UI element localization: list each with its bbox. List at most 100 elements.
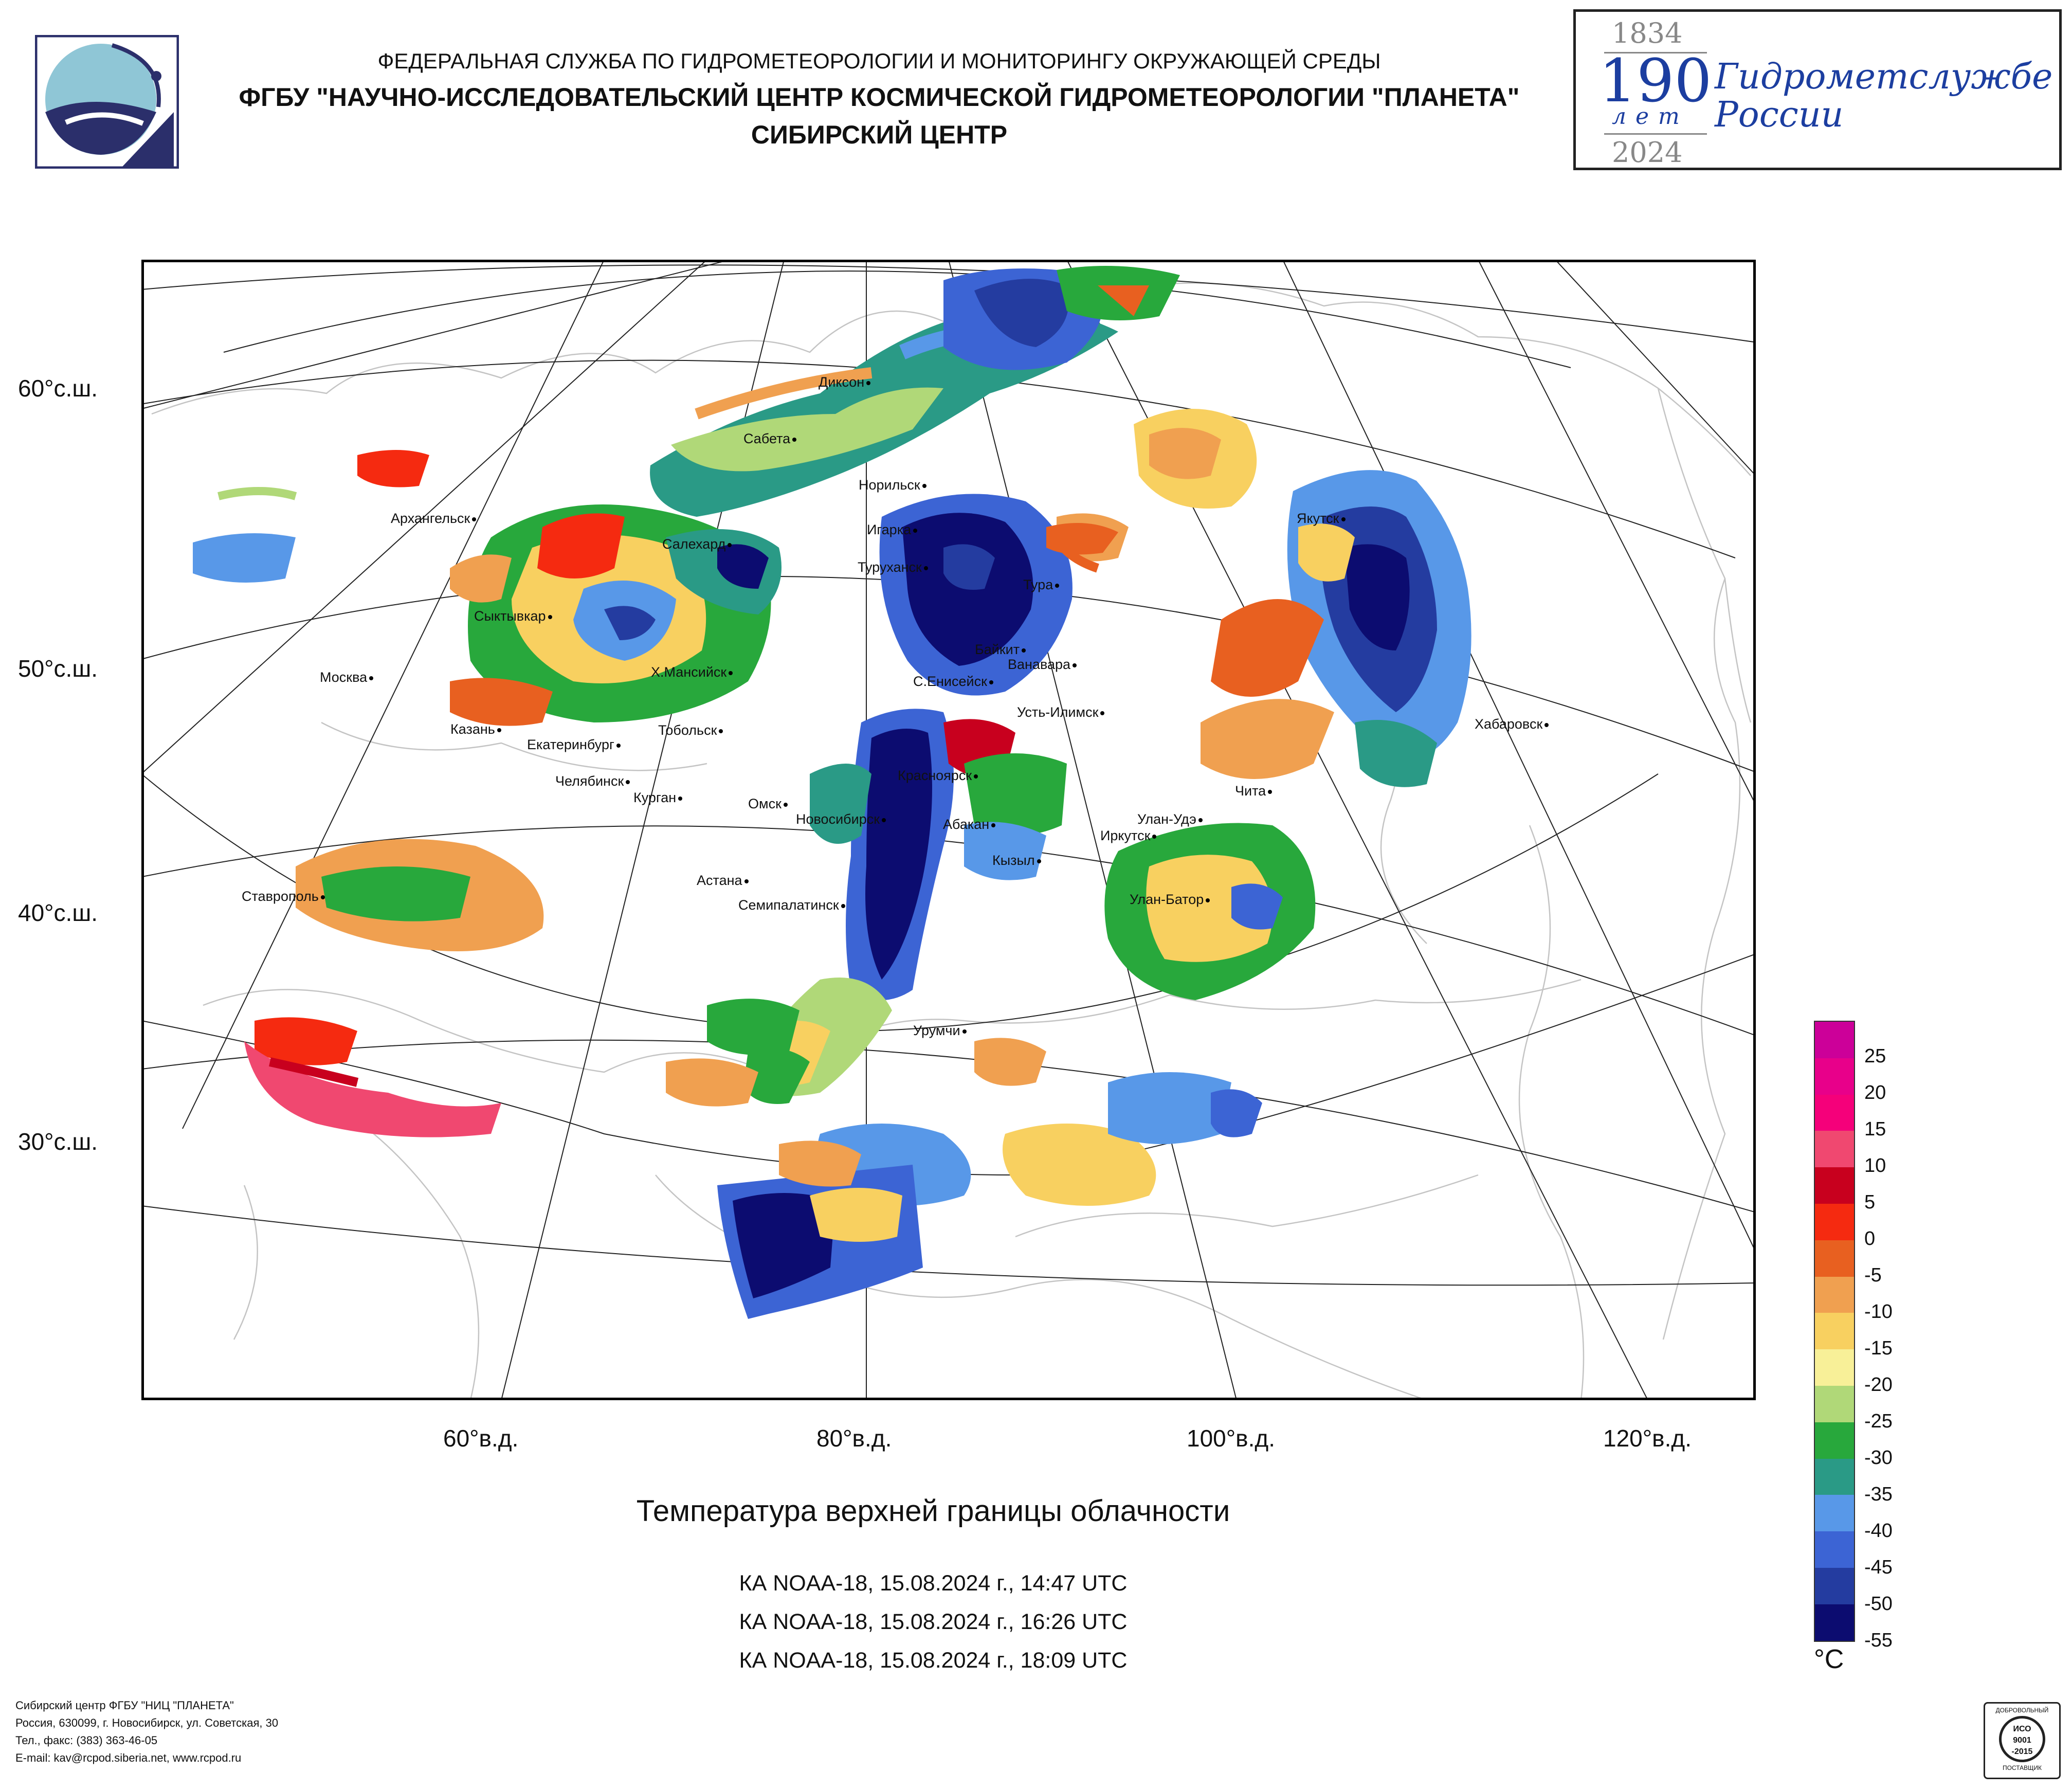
temperature-legend: 25 20 15 10 5 0 -5 -10 -15 -20 -25 -30 -… [1814,1021,1948,1689]
city-kurgan: Курган [633,790,683,806]
city-kyzyl: Кызыл [992,853,1041,869]
city-marker-dot [728,542,732,547]
city-marker-dot [1152,834,1157,839]
anniversary-number: 190 [1599,47,1712,116]
city-marker-dot [369,676,374,680]
anniversary-year-start: 1834 [1612,17,1683,49]
city-marker-dot [866,381,871,385]
legend-label-10: 10 [1864,1155,1886,1177]
city-marker-dot [783,802,788,807]
legend-label-25: 25 [1864,1045,1886,1067]
city-baykit: Байкит [975,642,1026,658]
iso-badge-bottom: ПОСТАВЩИК [2002,1764,2042,1771]
iso-badge-line3: -2015 [2011,1747,2033,1756]
city-stavropol: Ставрополь [242,889,325,904]
city-syktyvkar: Сыктывкар [474,608,552,624]
city-marker-dot [472,517,477,521]
map-background [141,260,1756,1400]
city-norilsk: Норильск [859,477,926,493]
map-title: Температура верхней границы облачности [636,1494,1230,1528]
city-abakan: Абакан [943,817,996,833]
legend-label-minus50: -50 [1864,1593,1893,1615]
city-chelyabinsk: Челябинск [555,773,630,789]
city-marker-dot [974,774,978,779]
lat-label-30: 30°с.ш. [18,1128,98,1155]
legend-label-minus40: -40 [1864,1520,1893,1542]
legend-swatch [1815,1567,1854,1604]
anniversary-logo: 1834 190 лет 2024 Гидрометслужбе России [1573,9,2062,170]
legend-swatch [1815,1058,1854,1095]
lat-label-60: 60°с.ш. [18,375,98,402]
footer-phone: Тел., факс: (383) 363-46-05 [15,1734,158,1747]
iso-badge-line1: ИСО [2013,1725,2031,1733]
city-marker-dot [626,780,630,784]
lat-label-50: 50°с.ш. [18,655,98,682]
legend-swatch [1815,1495,1854,1532]
legend-label-minus55: -55 [1864,1630,1893,1651]
header-agency: ФЕДЕРАЛЬНАЯ СЛУЖБА ПО ГИДРОМЕТЕОРОЛОГИИ … [377,49,1381,73]
city-marker-dot [841,903,845,908]
header-organization: ФГБУ "НАУЧНО-ИССЛЕДОВАТЕЛЬСКИЙ ЦЕНТР КОС… [239,83,1520,112]
city-marker-dot [320,895,325,899]
legend-label-20: 20 [1864,1082,1886,1103]
city-vanavara: Ванавара [1008,657,1077,673]
iso-certification-badge: ДОБРОВОЛЬНЫЙ ИСО 9001 -2015 ПОСТАВЩИК [1984,1702,2061,1779]
city-sabeta: Сабета [743,431,797,447]
legend-swatch [1815,1531,1854,1568]
legend-swatch [1815,1240,1854,1277]
city-marker-dot [1206,898,1210,902]
satellite-pass-2: КА NOAA-18, 15.08.2024 г., 16:26 UTC [739,1609,1128,1634]
city-semipalatinsk: Семипалатинск [738,897,845,913]
footer-address: Россия, 630099, г. Новосибирск, ул. Сове… [15,1716,279,1729]
anniversary-year-end: 2024 [1612,136,1683,169]
city-marker-dot [1544,722,1549,727]
legend-swatch [1815,1131,1854,1168]
footer-org: Сибирский центр ФГБУ "НИЦ "ПЛАНЕТА" [15,1699,234,1712]
city-arkhangelsk: Архангельск [391,511,477,527]
legend-label-minus5: -5 [1864,1264,1882,1286]
cloud-top-temperature-map [141,260,1756,1400]
legend-unit: °C [1814,1644,1844,1674]
lon-label-60: 60°в.д. [443,1425,519,1452]
legend-swatch [1815,1167,1854,1204]
city-marker-dot [729,671,733,675]
city-kazan: Казань [450,721,501,737]
legend-swatch [1815,1458,1854,1495]
legend-label-15: 15 [1864,1118,1886,1140]
city-marker-dot [989,680,993,684]
iso-badge-line2: 9001 [2013,1736,2031,1745]
legend-label-minus30: -30 [1864,1447,1893,1469]
footer-contacts: Сибирский центр ФГБУ "НИЦ "ПЛАНЕТА" Росс… [15,1697,278,1767]
city-marker-dot [1037,859,1041,863]
city-salekhard: Салехард [662,536,732,552]
legend-swatch [1815,1349,1854,1386]
footer-email: E-mail: kav@rcpod.siberia.net, www.rcpod… [15,1751,242,1764]
legend-label-minus45: -45 [1864,1557,1893,1578]
iso-badge-top: ДОБРОВОЛЬНЫЙ [1995,1707,2049,1714]
city-marker-dot [548,614,552,619]
lon-label-80: 80°в.д. [816,1425,892,1452]
city-khanty-mansiysk: Х.Мансийск [651,664,733,680]
lat-label-40: 40°с.ш. [18,899,98,926]
legend-label-minus35: -35 [1864,1484,1893,1505]
city-marker-dot [1022,648,1026,653]
city-marker-dot [962,1029,967,1034]
anniversary-rule-top [1604,52,1707,53]
lon-label-100: 100°в.д. [1187,1425,1275,1452]
legend-label-5: 5 [1864,1191,1876,1213]
city-yakutsk: Якутск [1297,511,1346,527]
city-marker-dot [1198,818,1203,822]
anniversary-rule-bottom [1604,133,1707,135]
city-urumqi: Урумчи [913,1023,967,1039]
city-marker-dot [1055,583,1060,588]
legend-swatch [1815,1604,1854,1641]
city-marker-dot [923,566,928,570]
city-khabarovsk: Хабаровск [1475,716,1549,732]
anniversary-text-line1: Гидрометслужбе [1715,57,2053,97]
planeta-logo [35,35,179,169]
city-ust-ilimsk: Усть-Илимск [1017,704,1105,720]
legend-colorbar [1814,1021,1855,1642]
city-marker-dot [882,818,886,822]
city-marker-dot [991,823,996,827]
city-marker-dot [1268,789,1273,794]
